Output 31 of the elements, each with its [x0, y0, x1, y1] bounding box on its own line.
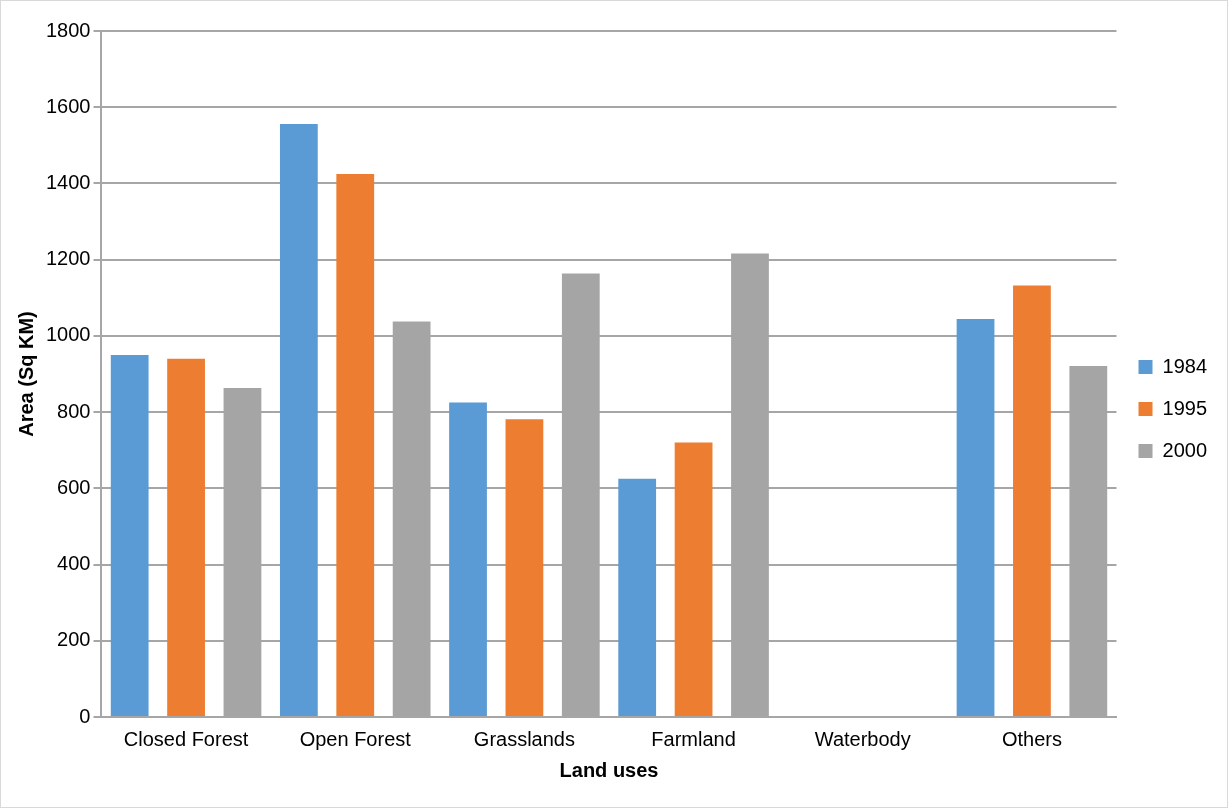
y-tick-label: 200 [57, 628, 91, 651]
x-tick-label: Open Forest [299, 727, 412, 750]
y-tick-label: 1400 [45, 170, 91, 193]
legend-label: 1984 [1162, 354, 1208, 377]
x-tick-label: Farmland [651, 727, 736, 750]
bar [110, 354, 149, 716]
y-tick-label: 1200 [45, 247, 91, 270]
x-tick-label: Grasslands [473, 727, 575, 750]
bar [279, 123, 318, 716]
bar [956, 319, 995, 716]
bar [618, 478, 657, 716]
bar [1013, 285, 1051, 716]
x-axis-title: Land uses [559, 758, 659, 781]
bar [674, 442, 713, 716]
bar [449, 402, 487, 716]
y-tick-label: 1000 [45, 323, 91, 346]
y-tick-label: 800 [57, 399, 91, 422]
y-tick-label: 0 [79, 704, 91, 727]
x-tick-label: Waterbody [814, 727, 911, 750]
x-tick-label: Closed Forest [123, 727, 249, 750]
bar [336, 173, 375, 716]
y-tick-label: 1600 [45, 94, 91, 117]
y-axis-title: Area (Sq KM) [14, 311, 37, 437]
legend-label: 1995 [1162, 396, 1208, 419]
y-tick-label: 1800 [45, 18, 91, 41]
legend-label: 2000 [1162, 438, 1208, 461]
y-tick-label: 400 [57, 552, 91, 575]
bar [505, 419, 544, 716]
y-tick-label: 600 [57, 475, 91, 498]
x-tick-label: Others [1001, 727, 1062, 750]
bar [167, 358, 205, 716]
